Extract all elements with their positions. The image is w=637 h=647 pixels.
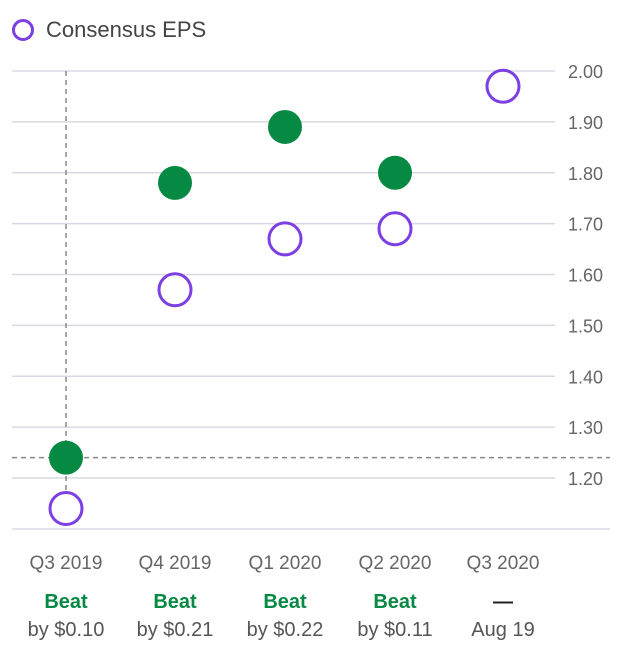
legend-label-consensus-eps: Consensus EPS <box>46 17 207 42</box>
actual-eps-point <box>158 165 192 200</box>
y-tick-label: 1.70 <box>568 215 603 235</box>
consensus-eps-point <box>377 211 413 247</box>
consensus-eps-point <box>157 272 193 308</box>
y-tick-label: 1.50 <box>568 316 603 336</box>
earnings-result-detail: Aug 19 <box>471 619 534 641</box>
earnings-result-detail: by $0.11 <box>357 619 432 641</box>
x-category-label: Q1 2020 <box>249 553 322 574</box>
x-category-label: Q2 2020 <box>359 553 432 574</box>
actual-eps-point <box>378 155 412 190</box>
y-tick-label: 1.90 <box>568 113 603 133</box>
earnings-result-label: Beat <box>263 591 307 613</box>
y-tick-label: 1.30 <box>568 418 603 438</box>
earnings-result-label: — <box>493 591 513 613</box>
earnings-result-detail: by $0.22 <box>247 619 324 641</box>
y-tick-label: 1.80 <box>568 164 603 184</box>
y-tick-label: 1.60 <box>568 266 603 286</box>
earnings-result-detail: by $0.21 <box>137 619 214 641</box>
legend[interactable]: Consensus EPS <box>12 12 206 48</box>
earnings-result-label: Beat <box>44 591 88 613</box>
consensus-eps-point <box>267 221 303 257</box>
actual-eps-point <box>49 440 83 475</box>
x-category-label: Q3 2019 <box>30 553 103 574</box>
x-category-label: Q4 2019 <box>139 553 212 574</box>
x-category-label: Q3 2020 <box>467 553 540 574</box>
legend-hollow-circle-icon <box>12 19 34 41</box>
y-tick-label: 1.20 <box>568 469 603 489</box>
y-tick-label: 2.00 <box>568 62 603 82</box>
earnings-result-label: Beat <box>373 591 417 613</box>
y-tick-label: 1.40 <box>568 367 603 387</box>
earnings-result-label: Beat <box>153 591 197 613</box>
actual-eps-point <box>268 109 302 144</box>
consensus-eps-point <box>48 491 84 527</box>
earnings-result-detail: by $0.10 <box>28 619 105 641</box>
consensus-eps-point <box>485 68 521 104</box>
